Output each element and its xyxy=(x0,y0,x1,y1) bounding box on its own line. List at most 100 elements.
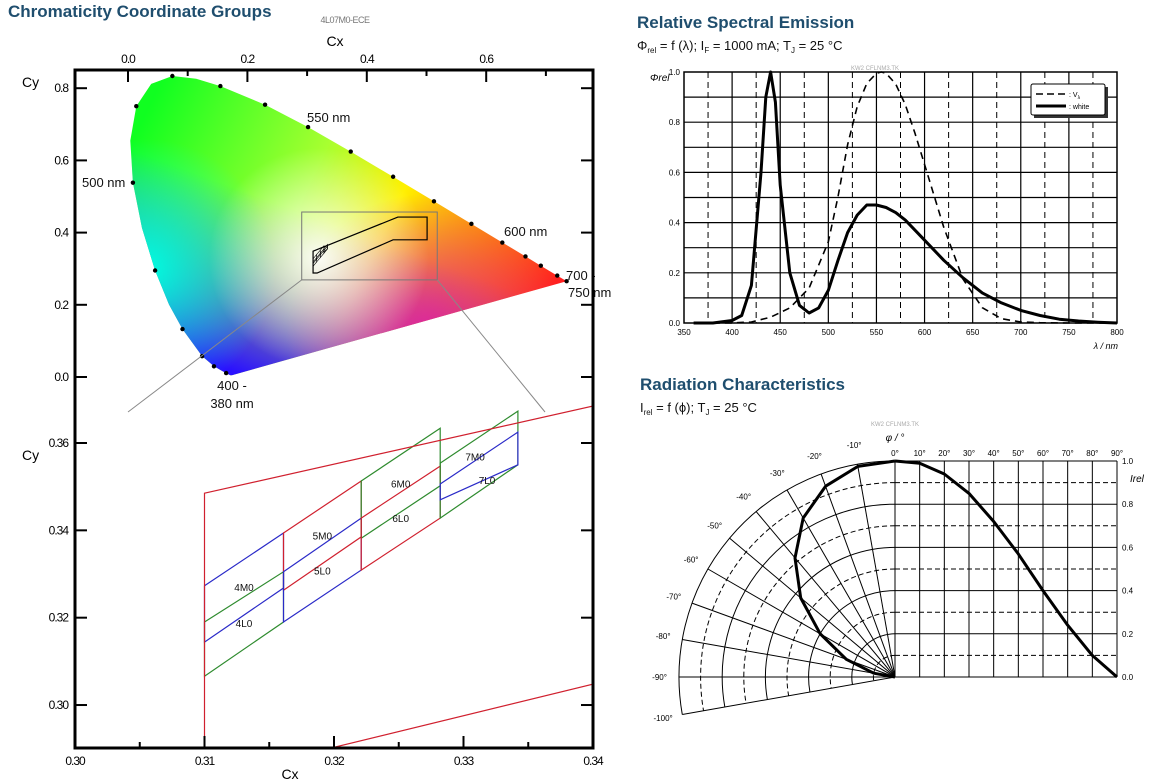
wavelength-dot-560 xyxy=(348,149,353,154)
y-tick-label: 0.4 xyxy=(669,219,681,228)
y-tick-label: 0.6 xyxy=(669,168,681,177)
y-tick-label: 0.8 xyxy=(669,118,681,127)
x-axis-label-top: Cx xyxy=(326,33,343,49)
x-tick-label: 450 xyxy=(774,328,788,337)
y-tick-label: 0.8 xyxy=(1122,500,1134,509)
subtitle-part: = f (ϕ); T xyxy=(652,400,706,415)
y-tick-label: 0.4 xyxy=(54,226,69,240)
zoom-window xyxy=(301,211,438,281)
watermark: 4L07M0-ECE xyxy=(320,15,370,25)
top-x-tick-label: 0.0 xyxy=(121,52,136,66)
y-tick-label: 0.0 xyxy=(669,319,681,328)
detail-y-tick-label: 0.36 xyxy=(49,436,70,450)
wavelength-dot-510 xyxy=(134,103,139,109)
angle-tick-label: 0° xyxy=(891,449,899,458)
wavelength-dot-520 xyxy=(170,73,175,79)
polar-radial-line xyxy=(691,602,896,678)
wavelength-dot-610 xyxy=(523,254,528,259)
detail-x-tick-label: 0.32 xyxy=(324,754,345,768)
polar-angle-label: -60° xyxy=(684,555,699,564)
wavelength-dot-580 xyxy=(431,199,437,204)
subtitle-part: = 25 °C xyxy=(709,400,757,415)
polar-angle-label: -30° xyxy=(770,469,785,478)
wavelength-dot-480 xyxy=(180,326,185,332)
series-line-Vλ xyxy=(712,71,1117,324)
y-tick-label: 1.0 xyxy=(669,68,681,77)
radiation-subtitle: Irel = f (ϕ); TJ = 25 °C xyxy=(640,400,757,417)
y-tick-label: 0.8 xyxy=(54,81,69,95)
subtitle-part: F xyxy=(704,46,710,55)
detail-x-tick-label: 0.31 xyxy=(195,754,216,768)
legend-label-vlambda: : Vλ xyxy=(1069,92,1081,101)
polar-ring xyxy=(786,568,896,696)
x-tick-label: 700 xyxy=(1014,328,1028,337)
y-tick-label: 0.2 xyxy=(1122,630,1134,639)
polar-angle-label: -20° xyxy=(807,452,822,461)
x-axis-label: λ / nm xyxy=(1093,341,1119,351)
angle-tick-label: 80° xyxy=(1086,449,1098,458)
y-tick-label: 0.6 xyxy=(1122,543,1134,552)
y-tick-label: 0.2 xyxy=(669,269,681,278)
wavelength-dot-590 xyxy=(469,221,474,227)
wavelength-dot-620 xyxy=(538,263,544,268)
bin-label-5M0: 5M0 xyxy=(313,531,333,542)
x-tick-label: 400 xyxy=(725,328,739,337)
plot-frame xyxy=(683,71,1118,324)
zoom-connector-left xyxy=(127,279,303,413)
wavelength-dot-500 xyxy=(130,180,136,185)
subtitle-part: = 25 °C xyxy=(794,38,843,53)
subtitle-part: = f (λ); I xyxy=(656,38,705,53)
legend-label-sub: λ xyxy=(1078,95,1081,101)
bin-7L0 xyxy=(439,430,519,501)
radiation-title: Radiation Characteristics xyxy=(640,375,846,394)
wavelength-dot-530 xyxy=(218,83,223,89)
intensity-curve-cartesian xyxy=(894,459,1118,679)
polar-radial-line xyxy=(707,568,896,678)
x-tick-label: 500 xyxy=(822,328,836,337)
polar-radial-line xyxy=(856,464,896,678)
polar-angle-label: -40° xyxy=(736,493,751,502)
subtitle-part: rel xyxy=(643,408,653,417)
radiation-chart: -10° -20° -30° -40° -50° -60° -70° -80° -90° -100… xyxy=(652,422,1144,723)
chromaticity-title: Chromaticity Coordinate Groups xyxy=(8,2,272,21)
angle-tick-label: 90° xyxy=(1111,449,1123,458)
wavelength-dot-540 xyxy=(262,102,268,107)
subtitle-part: = 1000 mA; T xyxy=(709,38,791,53)
polar-angle-label: -50° xyxy=(707,522,722,531)
ece-region-outline xyxy=(312,216,428,274)
series-line-white xyxy=(693,70,1118,325)
polar-angle-label: -80° xyxy=(656,632,671,641)
legend: : Vλ: white xyxy=(1030,83,1108,118)
spectral-chart: 350 400 450 500 550 600 650 700 750 800 0.0 0.2 0.4 0… xyxy=(650,66,1124,351)
wavelength-dot-640 xyxy=(555,273,560,278)
wavelength-label: 600 nm xyxy=(504,224,547,239)
polar-radial-line xyxy=(729,537,896,678)
angle-tick-label: 60° xyxy=(1037,449,1049,458)
wavelength-label: 550 nm xyxy=(307,110,350,125)
watermark: KW2 CFLNM3.TK xyxy=(851,66,899,72)
wavelength-dot-460 xyxy=(211,364,217,369)
polar-angle-label: -90° xyxy=(652,673,667,682)
detail-y-tick-label: 0.34 xyxy=(49,523,70,537)
y-tick-label: 0.4 xyxy=(1122,587,1134,596)
spectral-title: Relative Spectral Emission xyxy=(637,13,855,32)
polar-angle-label: -100° xyxy=(654,714,673,723)
bin-overview-7L0 xyxy=(323,245,328,253)
x-axis-label-bottom: Cx xyxy=(281,766,298,782)
x-tick-label: 800 xyxy=(1110,328,1124,337)
x-tick-label: 350 xyxy=(677,328,691,337)
x-tick-label: 650 xyxy=(966,328,980,337)
wavelength-dot-440 xyxy=(223,370,229,376)
watermark: KW2 CFLNM3.TK xyxy=(871,422,919,428)
bin-label-4L0: 4L0 xyxy=(236,619,253,630)
legend-box xyxy=(1030,83,1106,116)
polar-radial-line xyxy=(682,676,896,716)
detail-plot xyxy=(203,405,592,747)
y-tick-label: 0.2 xyxy=(54,298,69,312)
wavelength-dot-550 xyxy=(305,124,311,130)
subtitle-part: J xyxy=(705,408,710,417)
y-axis-label: Φrel xyxy=(650,73,670,84)
subtitle-part: J xyxy=(790,46,795,55)
angle-tick-label: 70° xyxy=(1062,449,1074,458)
